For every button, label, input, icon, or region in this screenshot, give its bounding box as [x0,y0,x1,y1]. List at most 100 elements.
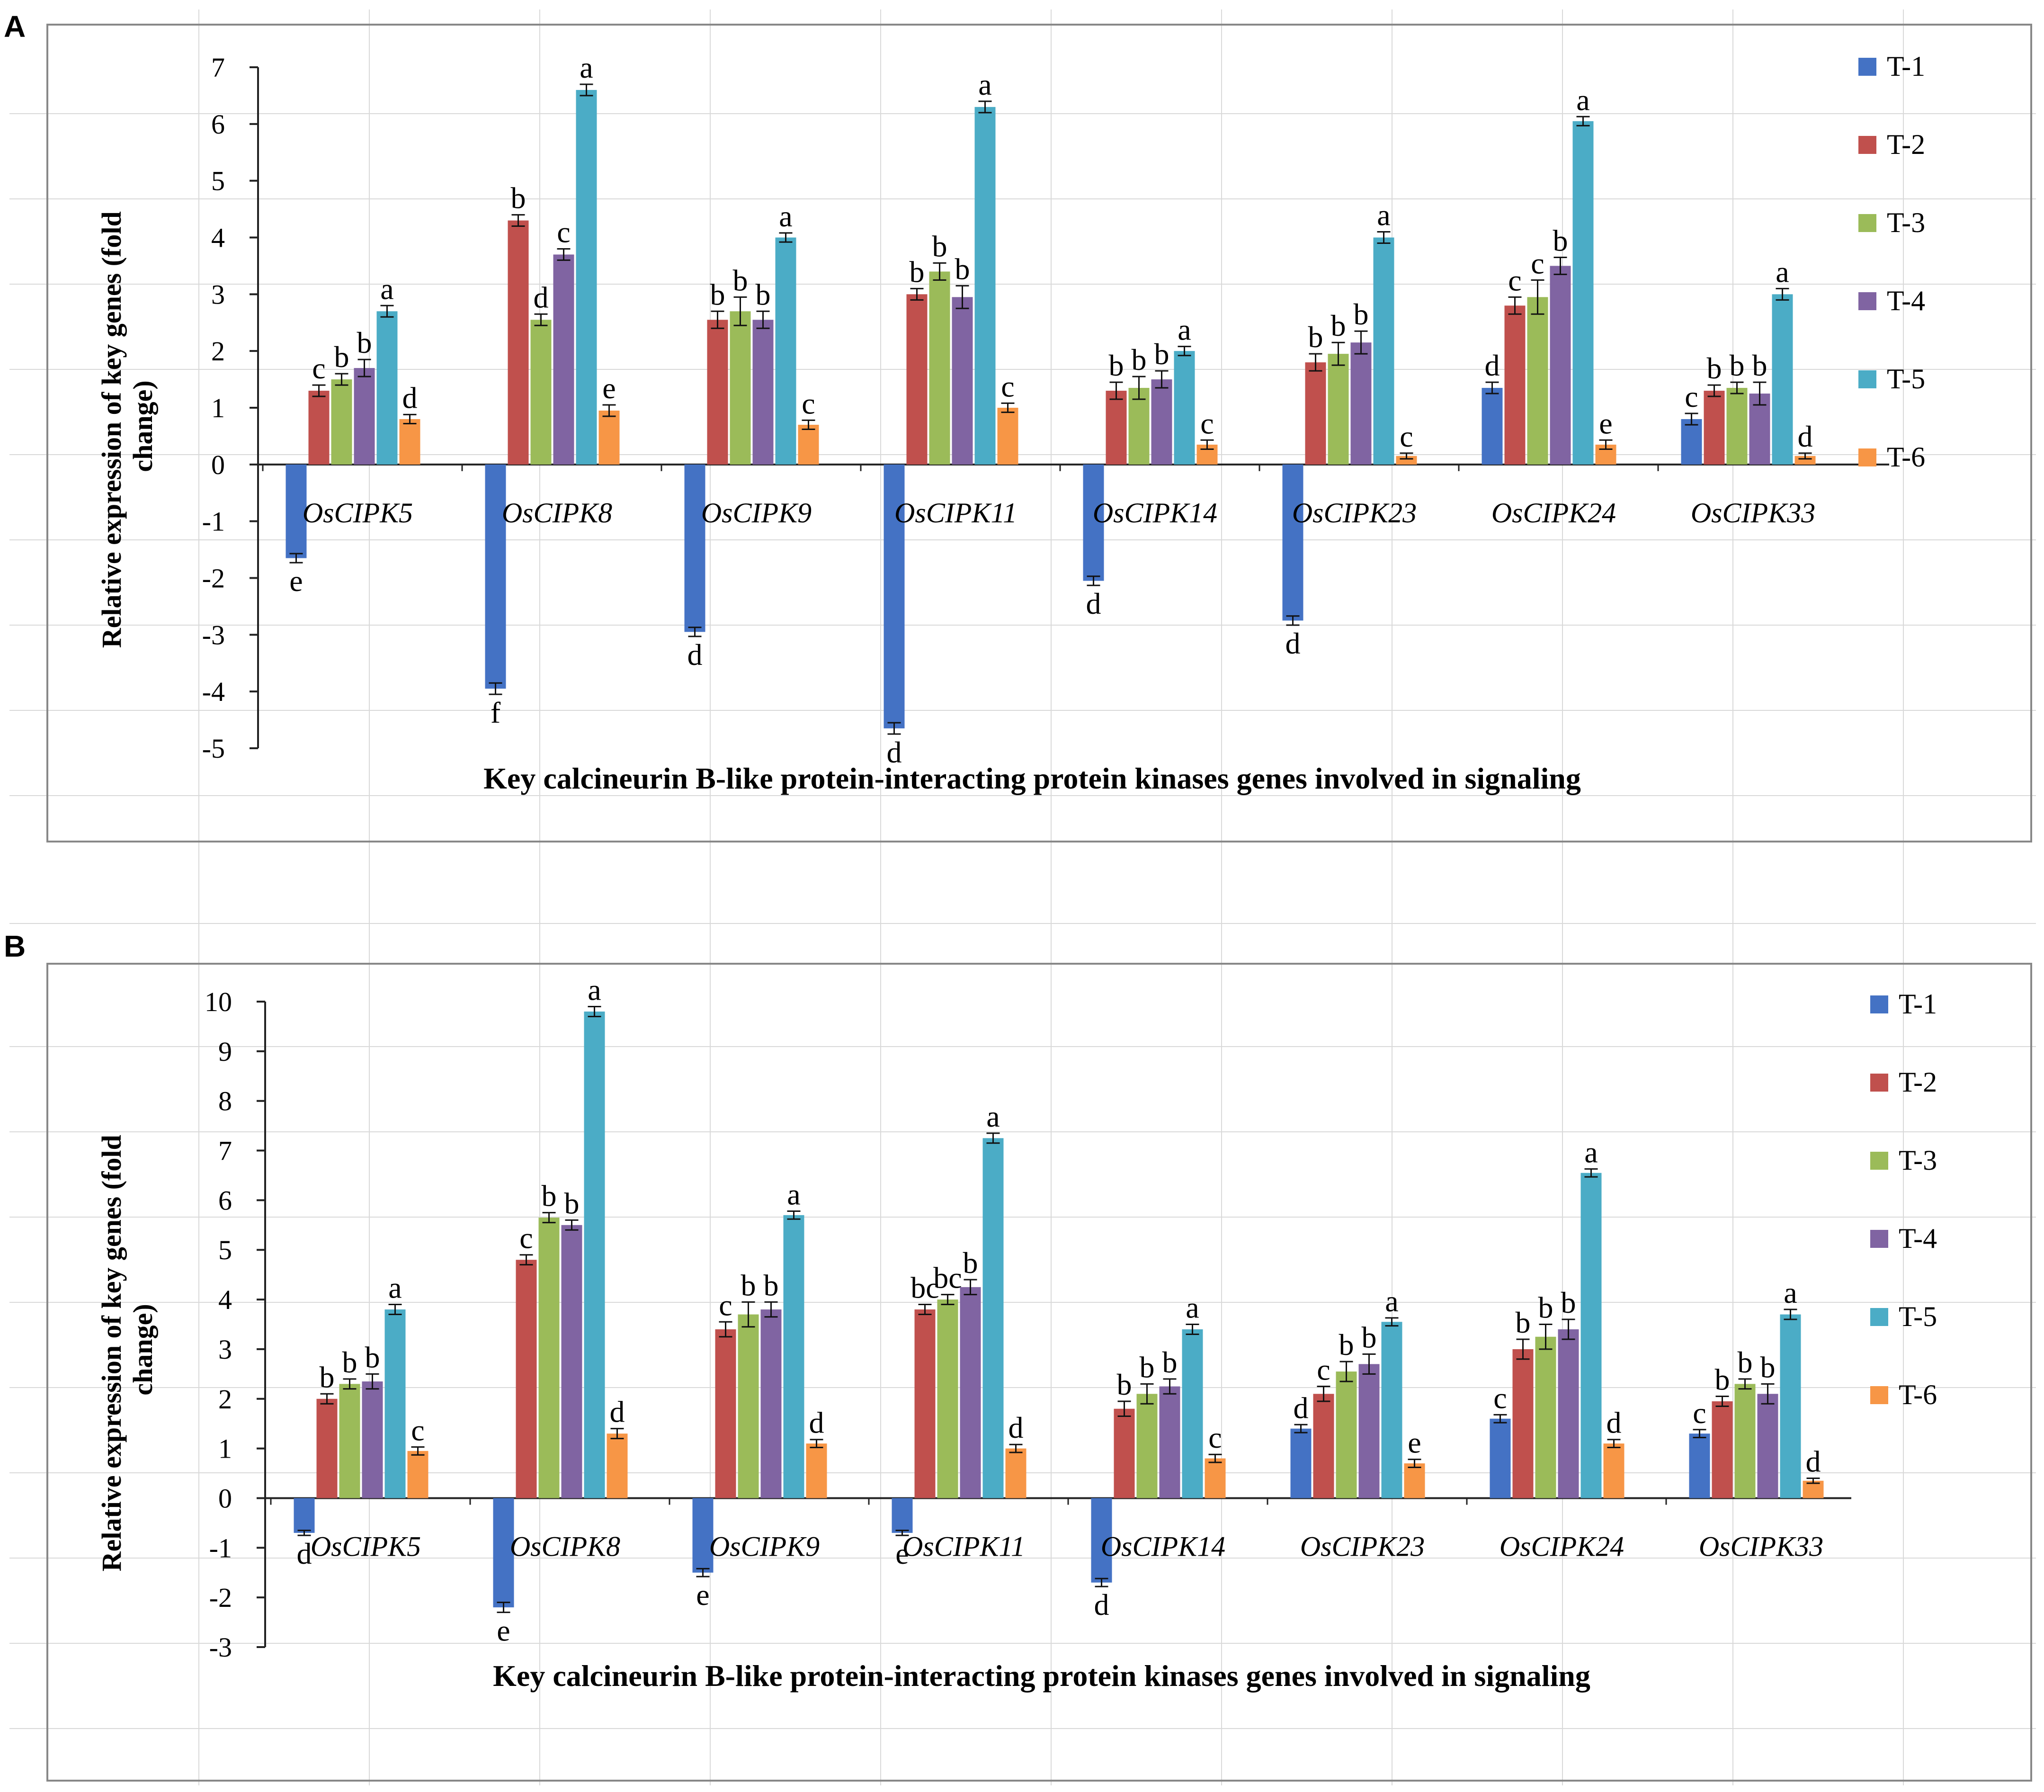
bar-t-2-oscipk33 [1712,1401,1733,1498]
significance-letter: a [588,973,601,1006]
significance-letter: e [289,564,303,598]
bar-t-6-oscipk14 [1205,1458,1226,1498]
legend-swatch-t-5 [1870,1308,1888,1326]
legend-label-t-2: T-2 [1899,1066,1937,1098]
bar-t-1-oscipk33 [1689,1434,1710,1498]
bar-t-2-oscipk8 [508,220,529,465]
significance-letter: e [1408,1426,1421,1460]
significance-letter: b [1308,320,1323,354]
bar-t-2-oscipk33 [1704,391,1725,465]
significance-letter: b [365,1340,380,1374]
bar-t-5-oscipk14 [1174,351,1195,465]
significance-letter: b [963,1246,978,1280]
bar-t-4-oscipk24 [1558,1329,1579,1498]
significance-letter: a [380,272,393,305]
y-tick-label: 1 [211,393,225,423]
bar-t-6-oscipk8 [607,1434,628,1498]
bar-t-2-oscipk23 [1313,1394,1334,1498]
bar-t-3-oscipk9 [738,1314,759,1498]
significance-letter: a [1385,1284,1398,1318]
significance-letter: c [1693,1396,1706,1430]
bar-t-3-oscipk8 [530,320,552,465]
bar-t-2-oscipk11 [914,1309,936,1498]
bar-t-6-oscipk11 [997,408,1018,465]
significance-letter: a [1784,1276,1797,1309]
legend-swatch-t-1 [1858,58,1876,76]
y-tick-label: -5 [202,733,225,764]
bar-t-4-oscipk24 [1550,266,1571,465]
bar-t-5-oscipk23 [1373,237,1394,465]
significance-letter: d [1094,1588,1109,1622]
legend-swatch-t-1 [1870,995,1888,1013]
panel-label-a: A [4,9,26,44]
bar-t-2-oscipk8 [516,1260,537,1498]
significance-letter: b [542,1179,557,1213]
significance-letter: b [334,340,349,374]
x-category-label: OsCIPK8 [502,497,612,529]
bar-t-2-oscipk9 [715,1329,736,1498]
x-category-label: OsCIPK14 [1101,1531,1225,1562]
y-tick-label: 5 [211,166,225,197]
significance-letter: c [557,215,570,249]
legend-label-t-6: T-6 [1887,441,1925,473]
bar-t-5-oscipk23 [1381,1322,1402,1498]
bar-t-5-oscipk11 [974,107,996,465]
significance-letter: b [1553,224,1568,257]
y-tick-label: 3 [211,279,225,310]
panel-b-y-axis-label-line2: change) [127,1304,158,1395]
significance-letter: bc [933,1261,962,1295]
bar-t-5-oscipk14 [1182,1329,1203,1498]
bar-t-3-oscipk5 [331,379,352,465]
bar-t-2-oscipk24 [1504,305,1526,465]
y-tick-label: -2 [202,563,225,594]
significance-letter: c [1508,263,1521,297]
bar-t-4-oscipk8 [561,1225,582,1498]
panel-a-y-axis-label: Relative expression of key genes (fold c… [96,205,158,648]
significance-letter: b [342,1345,357,1379]
bar-t-1-oscipk23 [1282,464,1303,621]
bar-t-3-oscipk33 [1734,1384,1756,1498]
significance-letter: e [497,1614,510,1648]
bar-t-2-oscipk14 [1106,391,1127,465]
significance-letter: b [564,1186,580,1220]
bar-t-5-oscipk5 [376,311,398,465]
x-category-label: OsCIPK11 [902,1531,1025,1562]
significance-letter: b [710,278,725,311]
bar-t-3-oscipk23 [1328,354,1349,465]
x-category-label: OsCIPK23 [1292,497,1417,529]
bar-t-2-oscipk14 [1114,1408,1135,1498]
y-tick-label: 9 [218,1036,232,1067]
bar-t-4-oscipk14 [1151,379,1172,465]
significance-letter: c [519,1221,533,1255]
y-tick-label: -3 [202,619,225,650]
panel-b-frame [46,963,2032,1782]
x-category-label: OsCIPK14 [1093,497,1217,529]
legend-swatch-t-2 [1858,136,1876,154]
significance-letter: b [1354,297,1369,331]
bar-t-1-oscipk33 [1681,419,1702,465]
y-tick-label: 8 [218,1086,232,1117]
bar-t-6-oscipk23 [1404,1463,1425,1498]
significance-letter: a [787,1177,800,1211]
bar-t-4-oscipk9 [760,1309,782,1498]
panel-label-b: B [4,929,26,963]
bar-t-4-oscipk8 [553,254,574,465]
panel-b-x-axis-label: Key calcineurin B-like protein-interacti… [493,1659,1590,1693]
x-category-label: OsCIPK8 [510,1531,620,1562]
y-tick-label: 1 [218,1434,232,1464]
significance-letter: e [602,371,616,405]
bar-t-5-oscipk24 [1580,1173,1602,1498]
bar-t-6-oscipk11 [1005,1448,1026,1498]
bar-t-2-oscipk24 [1512,1349,1534,1498]
significance-letter: d [402,381,418,414]
significance-letter: c [1200,406,1214,440]
significance-letter: a [1576,83,1589,116]
bar-t-6-oscipk9 [806,1443,827,1498]
y-tick-label: -1 [202,506,225,537]
legend-label-t-5: T-5 [1887,363,1925,394]
significance-letter: d [887,735,902,769]
significance-letter: a [388,1271,402,1305]
legend-swatch-t-4 [1870,1230,1888,1248]
significance-letter: d [1009,1411,1024,1444]
